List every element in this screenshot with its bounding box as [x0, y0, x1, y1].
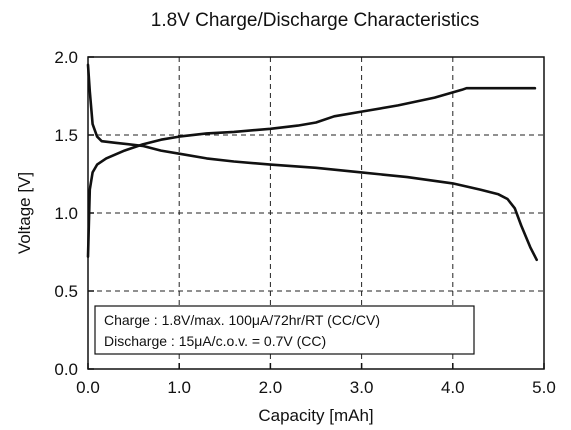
- annotation-line-discharge: Discharge : 15μA/c.o.v. = 0.7V (CC): [104, 333, 326, 349]
- y-tick-label: 0.5: [54, 282, 78, 301]
- discharge-curve: [86, 63, 538, 262]
- charge-curve: [86, 86, 537, 258]
- x-tick-label: 4.0: [441, 378, 465, 397]
- x-axis-label: Capacity [mAh]: [258, 406, 373, 425]
- x-tick-label: 1.0: [167, 378, 191, 397]
- grid-lines: [88, 57, 544, 369]
- y-axis-label: Voltage [V]: [15, 172, 34, 254]
- y-tick-label: 2.0: [54, 48, 78, 67]
- y-tick-label: 1.0: [54, 204, 78, 223]
- x-tick-label: 2.0: [259, 378, 283, 397]
- x-tick-label: 5.0: [532, 378, 556, 397]
- annotation-line-charge: Charge : 1.8V/max. 100μA/72hr/RT (CC/CV): [104, 312, 380, 328]
- annotation-frame: [94, 305, 475, 355]
- tick-labels: 0.0 1.0 2.0 3.0 4.0 5.0 0.0 0.5 1.0 1.5 2.0: [54, 48, 555, 397]
- y-tick-label: 0.0: [54, 360, 78, 379]
- chart-title: 1.8V Charge/Discharge Characteristics: [151, 10, 479, 31]
- y-tick-label: 1.5: [54, 126, 78, 145]
- annotation-box: Charge : 1.8V/max. 100μA/72hr/RT (CC/CV)…: [94, 305, 475, 355]
- x-tick-label: 3.0: [350, 378, 374, 397]
- series-lines: [86, 63, 538, 262]
- x-tick-label: 0.0: [76, 378, 100, 397]
